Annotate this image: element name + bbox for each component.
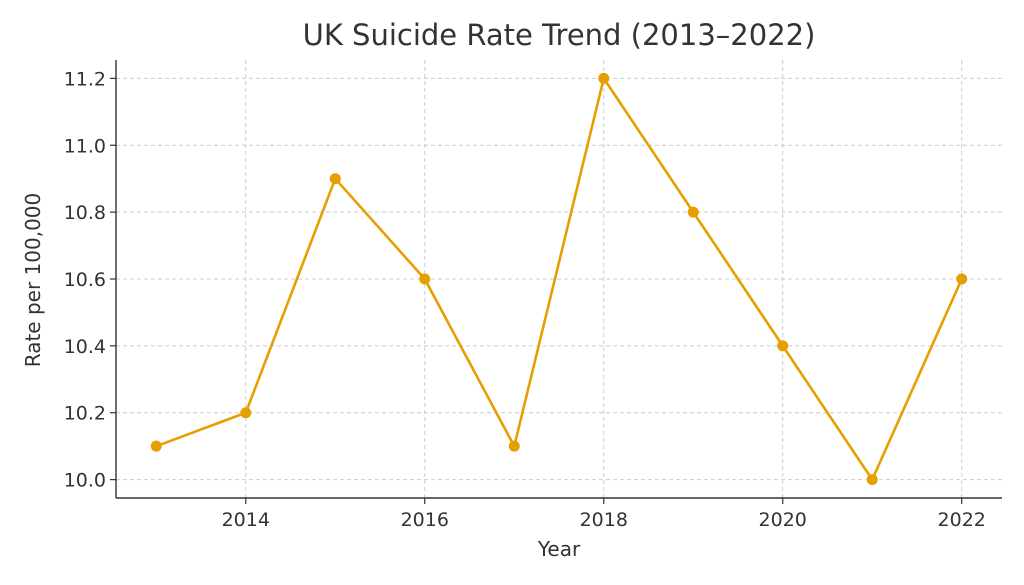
ticks: 10.0 10.2 10.4 10.6 10.8 11.0 11.2 2014 2016 2018… [64,68,986,531]
data-point [598,72,610,84]
x-tick-label: 2018 [580,509,628,531]
data-point [956,273,968,285]
y-tick-label: 10.8 [64,202,106,224]
series [150,72,968,486]
grid [116,60,1002,498]
x-tick-label: 2016 [401,509,449,531]
data-point [419,273,431,285]
data-point [687,206,699,218]
y-tick-label: 11.2 [64,68,106,90]
data-point [508,440,520,452]
chart-title: UK Suicide Rate Trend (2013–2022) [303,18,816,52]
y-tick-label: 10.2 [64,403,106,425]
y-tick-label: 10.4 [64,336,106,358]
data-point [240,407,252,419]
x-tick-label: 2020 [759,509,807,531]
x-tick-label: 2022 [938,509,986,531]
x-axis-label: Year [537,537,581,561]
y-tick-label: 10.0 [64,470,106,492]
x-tick-label: 2014 [222,509,270,531]
y-axis-label: Rate per 100,000 [21,193,45,368]
data-point [866,474,878,486]
data-point [150,440,162,452]
y-tick-label: 11.0 [64,135,106,157]
data-point [777,340,789,352]
series-line [154,77,964,481]
data-point [329,173,341,185]
y-tick-label: 10.6 [64,269,106,291]
